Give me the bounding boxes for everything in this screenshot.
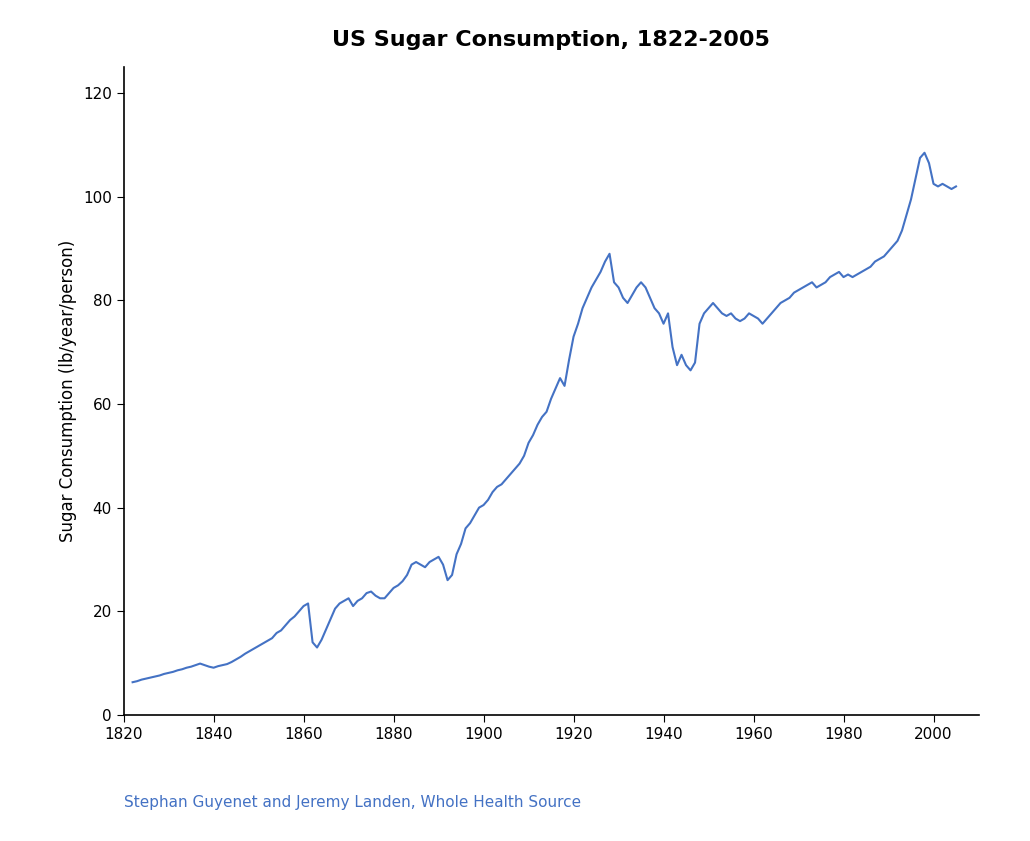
Title: US Sugar Consumption, 1822-2005: US Sugar Consumption, 1822-2005	[332, 30, 770, 50]
Y-axis label: Sugar Consumption (lb/year/person): Sugar Consumption (lb/year/person)	[60, 240, 77, 542]
Text: Stephan Guyenet and Jeremy Landen, Whole Health Source: Stephan Guyenet and Jeremy Landen, Whole…	[124, 796, 581, 811]
